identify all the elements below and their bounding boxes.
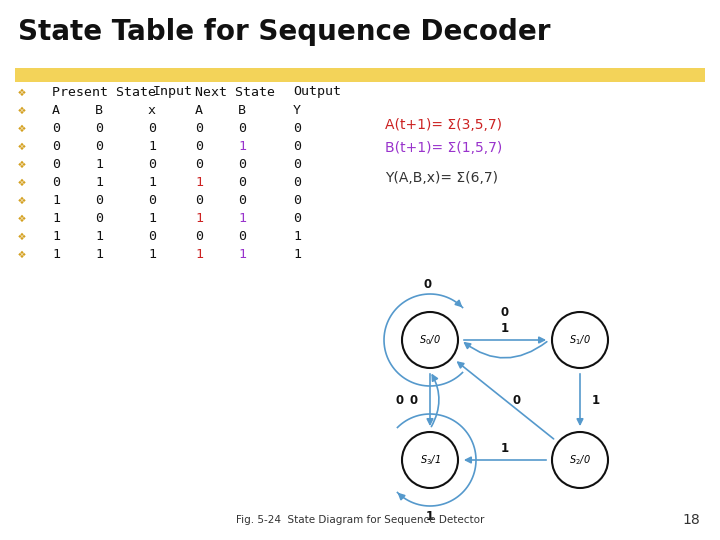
Text: 1: 1	[238, 247, 246, 260]
Text: 0: 0	[238, 230, 246, 242]
Text: B: B	[95, 104, 103, 117]
Text: 1: 1	[95, 176, 103, 188]
Text: Output: Output	[293, 85, 341, 98]
Text: x: x	[148, 104, 156, 117]
Text: 0: 0	[238, 122, 246, 134]
Text: B(t+1)= Σ(1,5,7): B(t+1)= Σ(1,5,7)	[385, 141, 503, 155]
Text: 1: 1	[148, 212, 156, 225]
Text: 1: 1	[148, 247, 156, 260]
Text: 0: 0	[293, 176, 301, 188]
Text: 1: 1	[293, 247, 301, 260]
Text: 0: 0	[52, 158, 60, 171]
Text: A(t+1)= Σ(3,5,7): A(t+1)= Σ(3,5,7)	[385, 118, 502, 132]
Text: 1: 1	[238, 139, 246, 152]
Text: 1: 1	[195, 212, 203, 225]
FancyBboxPatch shape	[15, 68, 705, 82]
Circle shape	[402, 432, 458, 488]
Text: 0: 0	[424, 278, 432, 291]
Text: 0: 0	[238, 193, 246, 206]
Text: 0: 0	[148, 193, 156, 206]
Text: ❖: ❖	[18, 139, 26, 152]
Text: 1: 1	[426, 510, 434, 523]
Text: 0: 0	[293, 193, 301, 206]
Text: A: A	[52, 104, 60, 117]
Text: 0: 0	[52, 122, 60, 134]
Text: 0: 0	[501, 306, 509, 319]
Text: 1: 1	[501, 321, 509, 334]
Text: 18: 18	[683, 513, 700, 527]
Text: 1: 1	[148, 176, 156, 188]
Text: 0: 0	[148, 158, 156, 171]
Text: 0: 0	[95, 139, 103, 152]
Circle shape	[552, 312, 608, 368]
Text: 0: 0	[52, 176, 60, 188]
Text: 1: 1	[501, 442, 509, 455]
Text: 0: 0	[293, 139, 301, 152]
Text: 0: 0	[52, 139, 60, 152]
Text: ❖: ❖	[18, 176, 26, 188]
Text: ❖: ❖	[18, 230, 26, 242]
Text: Fig. 5-24  State Diagram for Sequence Detector: Fig. 5-24 State Diagram for Sequence Det…	[236, 515, 484, 525]
Text: ❖: ❖	[18, 158, 26, 171]
Text: 0: 0	[195, 230, 203, 242]
Text: 0: 0	[148, 122, 156, 134]
Text: 0: 0	[410, 394, 418, 407]
Text: 1: 1	[52, 193, 60, 206]
Text: 0: 0	[238, 158, 246, 171]
Text: 0: 0	[293, 212, 301, 225]
Text: 1: 1	[95, 247, 103, 260]
Text: ❖: ❖	[18, 85, 26, 98]
Text: 1: 1	[293, 230, 301, 242]
Text: 0: 0	[195, 122, 203, 134]
Text: 1: 1	[195, 176, 203, 188]
Text: 0: 0	[293, 122, 301, 134]
Text: 0: 0	[293, 158, 301, 171]
Text: 1: 1	[148, 139, 156, 152]
Text: 0: 0	[95, 122, 103, 134]
Text: 1: 1	[95, 230, 103, 242]
Text: 0: 0	[238, 176, 246, 188]
Text: Input: Input	[153, 85, 193, 98]
Text: 0: 0	[195, 139, 203, 152]
Text: ❖: ❖	[18, 122, 26, 134]
Text: 0: 0	[513, 394, 521, 407]
Text: ❖: ❖	[18, 212, 26, 225]
Text: Present State: Present State	[52, 85, 156, 98]
Text: 1: 1	[195, 247, 203, 260]
Text: 0: 0	[195, 193, 203, 206]
Text: 1: 1	[52, 230, 60, 242]
Text: A: A	[195, 104, 203, 117]
Text: 1: 1	[592, 394, 600, 407]
Text: 1: 1	[95, 158, 103, 171]
Text: 0: 0	[195, 158, 203, 171]
Text: ❖: ❖	[18, 193, 26, 206]
Text: Next State: Next State	[195, 85, 275, 98]
Circle shape	[402, 312, 458, 368]
Text: $S_0$/0: $S_0$/0	[419, 333, 441, 347]
Text: 0: 0	[95, 212, 103, 225]
Text: ❖: ❖	[18, 104, 26, 117]
Text: $S_2$/0: $S_2$/0	[569, 453, 591, 467]
Text: 1: 1	[52, 247, 60, 260]
Text: Y(A,B,x)= Σ(6,7): Y(A,B,x)= Σ(6,7)	[385, 171, 498, 185]
Text: $S_1$/0: $S_1$/0	[569, 333, 591, 347]
Text: 0: 0	[95, 193, 103, 206]
Text: B: B	[238, 104, 246, 117]
Text: State Table for Sequence Decoder: State Table for Sequence Decoder	[18, 18, 551, 46]
Text: 0: 0	[148, 230, 156, 242]
Text: 1: 1	[238, 212, 246, 225]
Circle shape	[552, 432, 608, 488]
Text: 0: 0	[396, 394, 404, 407]
Text: Y: Y	[293, 104, 301, 117]
Text: ❖: ❖	[18, 247, 26, 260]
Text: $S_3$/1: $S_3$/1	[420, 453, 441, 467]
Text: 1: 1	[52, 212, 60, 225]
